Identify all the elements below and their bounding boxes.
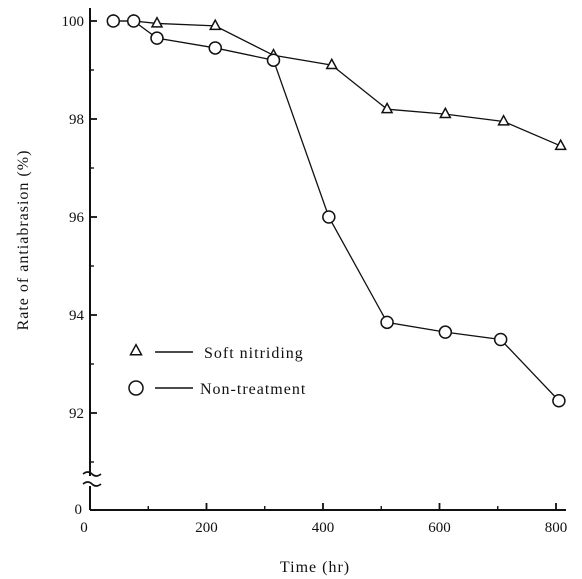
data-point-triangle <box>208 18 222 31</box>
data-point-circle <box>438 325 453 339</box>
data-point-triangle <box>325 57 338 70</box>
data-point-circle <box>552 394 566 408</box>
x-tick-label: 0 <box>80 520 88 536</box>
data-point-circle <box>150 31 164 45</box>
data-point-circle <box>322 210 336 224</box>
data-point-circle <box>493 332 508 347</box>
data-point-triangle <box>497 114 510 126</box>
legend-marker-triangle <box>129 343 143 356</box>
data-point-triangle <box>380 101 394 114</box>
series-line <box>113 20 560 402</box>
y-tick-label: 94 <box>69 308 85 324</box>
x-tick-label: 600 <box>428 520 451 536</box>
y-axis-label: Rate of antiabrasion (%) <box>15 150 32 331</box>
series-line <box>113 20 561 147</box>
axes <box>82 8 566 511</box>
x-tick-label: 800 <box>545 520 568 536</box>
axis-break-mark <box>82 481 102 487</box>
series-layer <box>106 13 567 408</box>
y-tick-label: 96 <box>69 210 85 226</box>
data-point-circle <box>126 14 141 28</box>
ticks: 92 94 96 98 100 0 0 200 400 600 800 <box>62 14 568 536</box>
legend-label: Non-treatment <box>200 381 306 398</box>
data-point-circle <box>266 53 281 67</box>
data-point-triangle <box>150 16 164 28</box>
legend: Soft nitriding Non-treatment <box>128 343 306 398</box>
y-tick-label: 92 <box>69 406 84 422</box>
y-tick-label: 100 <box>62 14 85 30</box>
data-point-triangle <box>554 138 567 151</box>
legend-marker-circle <box>128 380 144 396</box>
data-point-circle <box>106 14 121 28</box>
x-tick-label: 400 <box>312 520 335 536</box>
y-zero-label: 0 <box>75 502 83 518</box>
series-non-treatment <box>106 14 566 408</box>
data-point-circle <box>380 315 394 330</box>
data-point-circle <box>208 41 222 55</box>
data-point-triangle <box>439 106 452 119</box>
legend-label: Soft nitriding <box>204 345 304 362</box>
y-tick-label: 98 <box>69 112 84 128</box>
series-soft-nitriding <box>107 13 567 151</box>
axis-break-mark <box>82 471 102 477</box>
x-axis-label: Time (hr) <box>280 559 350 576</box>
x-tick-label: 200 <box>195 520 218 536</box>
